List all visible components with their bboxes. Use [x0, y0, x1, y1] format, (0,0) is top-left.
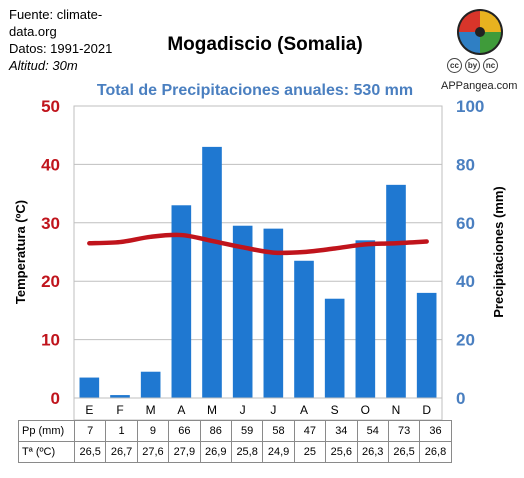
temp-cell: 25 [293, 441, 327, 463]
precip-bar [110, 395, 130, 398]
right-tick-label: 60 [456, 214, 475, 233]
right-tick-label: 0 [456, 389, 465, 408]
temp-cell: 27,6 [136, 441, 170, 463]
precip-cell: 47 [293, 420, 327, 442]
precip-cell: 54 [356, 420, 389, 442]
right-tick-label: 40 [456, 272, 475, 291]
temp-cell: 26,8 [419, 441, 452, 463]
source-info: Fuente: climate-data.org Datos: 1991-202… [9, 6, 129, 74]
license-badges: cc by nc [447, 58, 498, 76]
precip-cell: 9 [136, 420, 170, 442]
temp-cell: 25,6 [325, 441, 358, 463]
precip-cell: 34 [325, 420, 358, 442]
month-label: S [331, 403, 339, 417]
precip-bar [79, 377, 100, 398]
temp-cell: 27,9 [168, 441, 201, 463]
left-tick-label: 40 [41, 155, 60, 174]
temp-row-label: Tª (ºC) [18, 441, 75, 463]
month-label: J [270, 403, 276, 417]
temp-cell: 26,5 [73, 441, 107, 463]
temp-cell: 26,5 [387, 441, 421, 463]
precip-cell: 1 [105, 420, 138, 442]
month-label: J [240, 403, 246, 417]
precip-bar [171, 205, 192, 398]
precip-bar [294, 260, 314, 398]
chart-subtitle: Total de Precipitaciones anuales: 530 mm [96, 82, 414, 99]
temp-row: Tª (ºC) 26,5 26,7 27,6 27,9 26,9 25,8 24… [18, 441, 452, 463]
precip-bar [416, 292, 437, 398]
precip-bar [202, 146, 222, 398]
precip-cell: 36 [419, 420, 452, 442]
month-label: F [116, 403, 123, 417]
temp-cell: 25,8 [230, 441, 264, 463]
temp-cell: 26,9 [199, 441, 232, 463]
month-label: N [392, 403, 401, 417]
by-icon: by [465, 58, 480, 73]
precip-bar [355, 240, 376, 398]
month-label: A [177, 403, 185, 417]
precip-cell: 86 [199, 420, 232, 442]
precip-cell: 66 [168, 420, 201, 442]
precip-bar [140, 371, 161, 398]
nc-icon: nc [483, 58, 498, 73]
left-tick-label: 10 [41, 331, 60, 350]
altitude: Altitud: 30m [9, 58, 78, 73]
climate-chart: 0 10 20 30 40 50 0 20 40 60 80 100 Temperatura (ºC) P… [13, 97, 506, 420]
precip-cell: 73 [387, 420, 421, 442]
right-tick-label: 80 [456, 155, 475, 174]
left-tick-label: 0 [51, 389, 60, 408]
right-axis-title: Precipitaciones (mm) [491, 186, 506, 318]
left-axis-title: Temperatura (ºC) [13, 200, 28, 304]
cc-icon: cc [447, 58, 462, 73]
month-label: O [361, 403, 370, 417]
left-tick-label: 20 [41, 272, 60, 291]
month-label: M [146, 403, 156, 417]
climate-table: Pp (mm) 7 1 9 66 86 59 58 47 34 54 73 36… [18, 420, 452, 463]
month-label: A [300, 403, 308, 417]
temp-cell: 26,3 [356, 441, 389, 463]
precip-bar [324, 298, 345, 398]
precip-bar [232, 225, 253, 398]
precip-bar [263, 228, 284, 398]
precip-cell: 58 [262, 420, 295, 442]
temperature-line [87, 232, 429, 256]
precip-cell: 7 [73, 420, 107, 442]
data-period: Datos: 1991-2021 [9, 41, 113, 56]
precip-row: Pp (mm) 7 1 9 66 86 59 58 47 34 54 73 36 [18, 420, 452, 442]
month-label: D [422, 403, 431, 417]
precip-row-label: Pp (mm) [18, 420, 75, 442]
left-tick-label: 30 [41, 214, 60, 233]
brand-url: APPangea.com [441, 80, 518, 92]
month-label: M [207, 403, 217, 417]
right-tick-label: 100 [456, 97, 484, 116]
appangea-logo-icon [457, 9, 503, 55]
precip-bar [386, 184, 406, 398]
precip-cell: 59 [230, 420, 264, 442]
source-line: Fuente: climate-data.org [9, 7, 103, 39]
temp-cell: 26,7 [105, 441, 138, 463]
temp-cell: 24,9 [262, 441, 295, 463]
left-tick-label: 50 [41, 97, 60, 116]
chart-title: Mogadiscio (Somalia) [167, 34, 363, 55]
category-band [73, 397, 443, 420]
month-label: E [85, 403, 93, 417]
right-tick-label: 20 [456, 331, 475, 350]
